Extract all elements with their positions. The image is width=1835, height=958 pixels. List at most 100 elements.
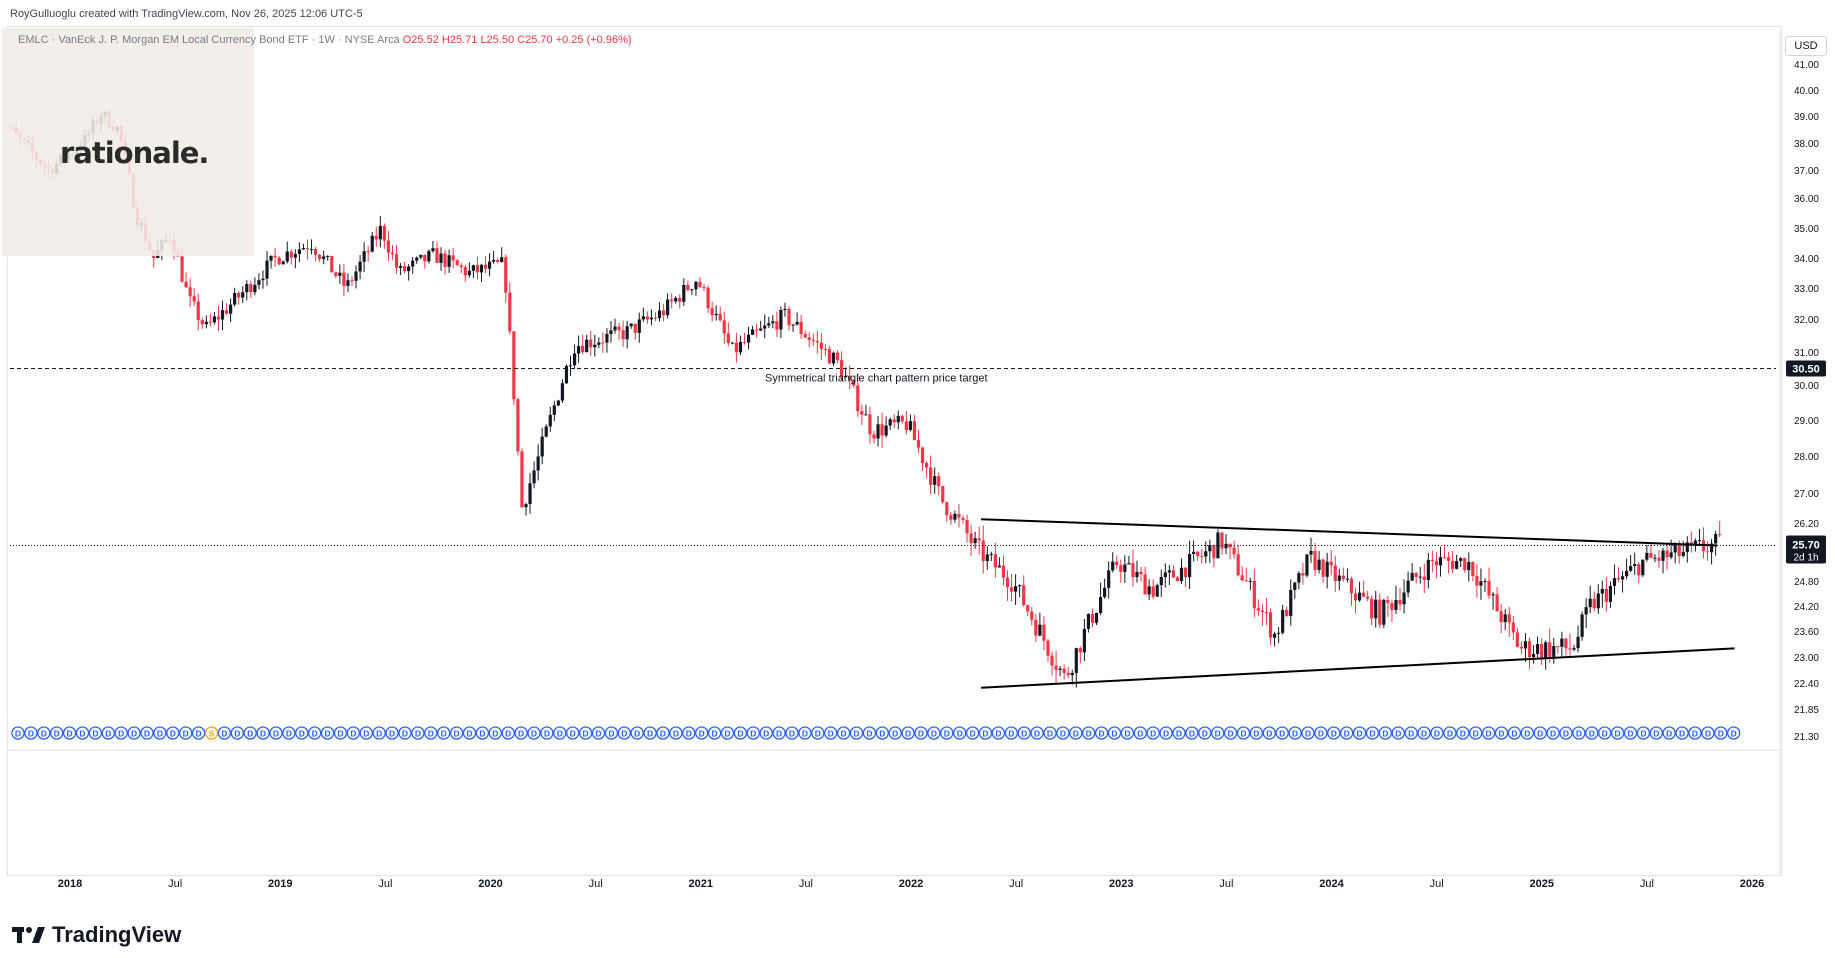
candle-body — [394, 254, 399, 268]
candle-body — [621, 330, 625, 340]
dividend-marker: D — [1262, 726, 1276, 740]
candle-up — [1406, 571, 1410, 598]
marker-circle — [256, 726, 270, 740]
candle-down — [912, 414, 917, 441]
candle-body — [1523, 641, 1528, 649]
marker-circle — [153, 726, 167, 740]
candle-up — [629, 323, 633, 329]
candle-up — [1248, 577, 1252, 591]
candle-body — [200, 320, 204, 325]
candle-up — [576, 335, 581, 363]
marker-circle — [1198, 726, 1212, 740]
candle-body — [1046, 640, 1050, 656]
y-tick-label: 40.00 — [1794, 86, 1819, 97]
marker-circle — [953, 726, 967, 740]
candle-body — [1297, 573, 1301, 583]
marker-letter: D — [1666, 729, 1672, 739]
candle-body — [398, 265, 403, 268]
marker-circle — [424, 726, 438, 740]
x-tick-label: 2025 — [1530, 878, 1554, 890]
candle-up — [831, 351, 836, 367]
marker-circle — [398, 726, 412, 740]
candle-body — [1438, 557, 1443, 566]
marker-circle — [269, 726, 283, 740]
candle-up — [1410, 563, 1414, 581]
tradingview-brand[interactable]: TradingView — [12, 922, 181, 948]
candle-body — [653, 317, 658, 319]
candle-down — [670, 293, 674, 309]
symbol-legend[interactable]: EMLC · VanEck J. P. Morgan EM Local Curr… — [18, 34, 632, 46]
marker-letter: D — [1447, 729, 1453, 739]
chart-frame — [7, 26, 1782, 876]
candle-up — [1544, 640, 1548, 670]
dividend-marker: D — [501, 726, 515, 740]
candle-body — [819, 342, 823, 349]
marker-circle — [1404, 726, 1418, 740]
candle-body — [706, 287, 710, 309]
header-text: created with TradingView.com, — [79, 8, 229, 20]
candle-up — [1086, 613, 1091, 633]
triangle-upper-trendline — [981, 518, 1717, 547]
candle-down — [722, 312, 726, 344]
marker-letter: D — [1731, 729, 1737, 739]
candle-body — [1584, 607, 1588, 615]
candle-up — [625, 320, 629, 349]
candle-up — [281, 260, 285, 265]
candle-body — [1171, 570, 1176, 578]
dividend-marker: D — [1391, 726, 1405, 740]
marker-letter: D — [1073, 729, 1079, 739]
candle-down — [1183, 567, 1188, 587]
candle-up — [649, 309, 654, 326]
marker-circle — [1507, 726, 1522, 740]
candle-up — [1058, 666, 1062, 677]
candle-body — [552, 405, 556, 415]
candle-body — [1370, 598, 1374, 619]
candle-down — [929, 455, 933, 495]
candle-body — [840, 360, 844, 378]
candle-body — [827, 349, 832, 364]
marker-letter: D — [466, 729, 472, 739]
candle-down — [1442, 544, 1447, 559]
dividend-marker: D — [965, 726, 980, 740]
candle-up — [1685, 536, 1689, 563]
marker-circle — [656, 726, 670, 740]
dividend-marker: D — [37, 726, 51, 740]
candle-body — [1272, 633, 1277, 638]
candle-body — [1564, 638, 1568, 649]
currency-button[interactable]: USD — [1785, 36, 1827, 56]
candle-body — [1495, 594, 1499, 612]
candle-down — [386, 230, 391, 262]
candle-up — [1697, 528, 1702, 546]
marker-letter: D — [1344, 729, 1350, 739]
candle-up — [641, 307, 645, 322]
candle-up — [1357, 581, 1362, 602]
candle-body — [953, 513, 957, 520]
marker-letter: D — [1240, 729, 1246, 739]
candle-down — [981, 525, 985, 574]
marker-letter: D — [879, 729, 885, 739]
marker-circle — [1494, 726, 1509, 740]
candle-up — [1645, 545, 1649, 562]
candle-up — [1107, 561, 1111, 599]
candle-body — [208, 321, 212, 323]
candle-up — [269, 255, 273, 269]
marker-circle — [862, 726, 877, 740]
candle-body — [354, 271, 358, 281]
candle-down — [504, 254, 508, 303]
candle-down — [1001, 555, 1006, 586]
candle-body — [916, 440, 921, 448]
target-price-badge-text: 30.50 — [1792, 364, 1820, 376]
candle-body — [1657, 557, 1661, 561]
candle-up — [1216, 529, 1220, 559]
candle-body — [613, 326, 617, 331]
candle-down — [949, 512, 953, 525]
candle-body — [1620, 576, 1625, 580]
candle-body — [1519, 646, 1524, 649]
marker-letter: D — [1524, 729, 1530, 739]
candle-body — [492, 259, 496, 262]
candle-body — [427, 251, 431, 262]
dividend-marker: D — [669, 726, 683, 740]
candle-body — [1070, 672, 1074, 676]
candle-down — [1240, 566, 1244, 582]
